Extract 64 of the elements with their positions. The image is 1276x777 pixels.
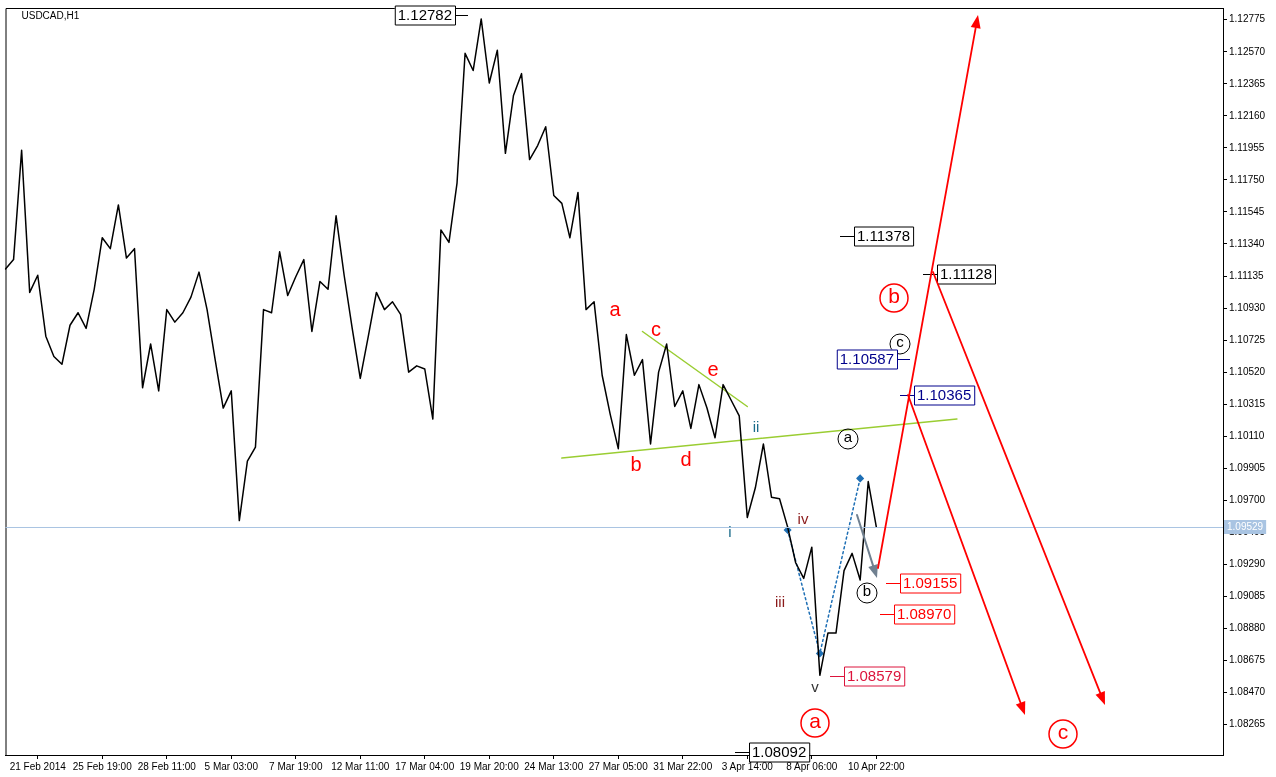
annotation: iv (797, 510, 809, 528)
y-tick-label: 1.10725 (1229, 333, 1266, 345)
y-tick-label: 1.10315 (1229, 397, 1266, 409)
y-tick-label: 1.11955 (1229, 141, 1265, 153)
annotation: i (728, 523, 732, 541)
annotation: iii (775, 593, 785, 611)
y-tick-label: 1.08880 (1229, 622, 1266, 634)
annotation: 1.08970 (897, 605, 952, 623)
annotation: a (809, 708, 822, 732)
annotation: c (651, 317, 661, 340)
annotation: c (896, 333, 905, 351)
x-tick-label: 10 Apr 22:00 (847, 760, 906, 772)
annotation: 1.11128 (940, 265, 992, 283)
x-tick-label: 24 Mar 13:00 (524, 760, 584, 772)
annotation: 1.10365 (917, 386, 972, 404)
y-tick-label: 1.10930 (1229, 301, 1266, 313)
y-tick-label: 1.10520 (1229, 365, 1266, 377)
annotation: d (680, 447, 692, 470)
annotation: a (609, 297, 622, 320)
y-tick-label: 1.11340 (1229, 237, 1265, 249)
y-tick-label: 1.10110 (1229, 429, 1265, 441)
annotation: b (888, 283, 900, 307)
x-tick-label: 27 Mar 05:00 (588, 760, 649, 772)
annotation: 1.12782 (397, 6, 453, 24)
x-tick-label: 19 Mar 20:00 (459, 760, 520, 772)
annotation: ii (752, 418, 760, 436)
y-tick-label: 1.12160 (1229, 109, 1266, 121)
y-tick-label: 1.09290 (1229, 558, 1266, 570)
y-tick-label: 1.11750 (1229, 173, 1265, 185)
chart-title: USDCAD,H1 (21, 9, 80, 21)
annotation: b (630, 452, 642, 475)
y-tick-label: 1.11545 (1229, 205, 1265, 217)
y-tick-label: 1.08675 (1229, 654, 1266, 666)
x-tick-label: 7 Mar 19:00 (269, 760, 323, 772)
y-tick-label: 1.08470 (1229, 686, 1266, 698)
annotation: v (811, 678, 820, 696)
y-tick-label: 1.09700 (1229, 494, 1266, 506)
y-tick-label: 1.11135 (1229, 269, 1265, 281)
ref-line-label: 1.09529 (1227, 520, 1264, 532)
x-tick-label: 31 Mar 22:00 (653, 760, 713, 772)
annotation: c (1057, 719, 1069, 743)
x-tick-label: 25 Feb 19:00 (72, 760, 133, 772)
x-tick-label: 8 Apr 06:00 (786, 760, 838, 772)
y-tick-label: 1.09905 (1229, 461, 1266, 473)
x-tick-label: 3 Apr 14:00 (721, 760, 774, 772)
y-tick-label: 1.12365 (1229, 77, 1266, 89)
x-tick-label: 21 Feb 2014 (9, 760, 67, 772)
y-tick-label: 1.12775 (1229, 13, 1266, 25)
annotation: 1.10587 (839, 350, 895, 368)
annotation: e (707, 357, 719, 380)
x-tick-label: 12 Mar 11:00 (331, 760, 390, 772)
y-tick-label: 1.09085 (1229, 590, 1266, 602)
annotation: 1.08092 (752, 743, 807, 761)
annotation: 1.11378 (857, 227, 911, 245)
x-tick-label: 17 Mar 04:00 (395, 760, 455, 772)
y-tick-label: 1.12570 (1229, 45, 1266, 57)
x-tick-label: 28 Feb 11:00 (137, 760, 197, 772)
annotation: 1.09155 (903, 574, 958, 592)
x-tick-label: 5 Mar 03:00 (204, 760, 259, 772)
y-tick-label: 1.08265 (1229, 718, 1266, 730)
annotation: 1.08579 (847, 667, 902, 685)
annotation: a (843, 428, 853, 446)
point (856, 474, 864, 483)
annotation: b (862, 582, 872, 600)
